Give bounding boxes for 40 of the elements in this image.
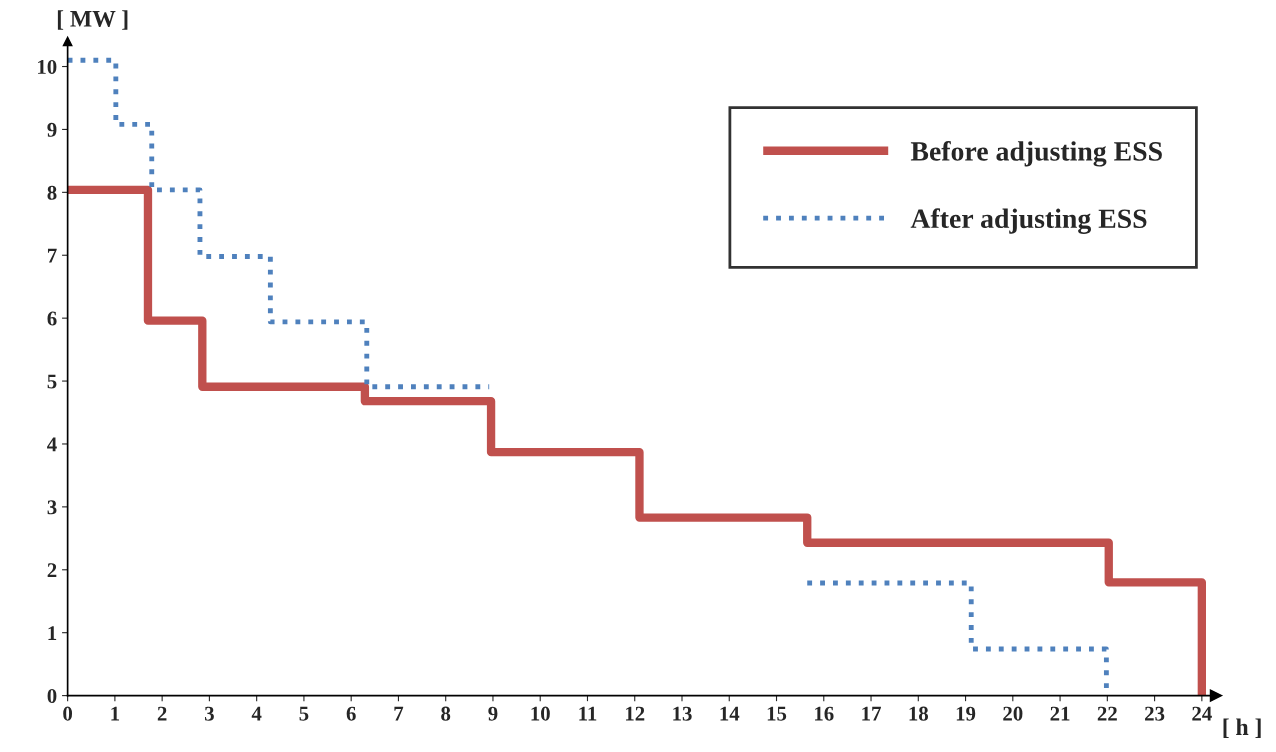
x-tick-label: 0 <box>63 706 73 721</box>
x-tick-label: 22 <box>1097 706 1117 721</box>
x-tick-label: 9 <box>488 706 498 721</box>
x-tick-label: 14 <box>720 706 740 721</box>
x-tick-label: 17 <box>862 706 881 721</box>
x-tick-label: 1 <box>111 706 120 721</box>
x-tick-label: 7 <box>394 706 404 721</box>
y-tick-label: 4 <box>47 437 57 452</box>
x-tick-label: 12 <box>625 706 645 721</box>
y-tick-label: 0 <box>47 688 57 704</box>
y-tick-label: 5 <box>47 374 57 389</box>
x-tick-label: 11 <box>579 706 597 721</box>
y-tick-label: 7 <box>47 248 57 263</box>
x-tick-label: 20 <box>1003 706 1023 721</box>
x-tick-label: 15 <box>767 706 787 721</box>
y-axis-title: [ MW ] <box>57 10 128 30</box>
x-tick-label: 8 <box>441 706 451 721</box>
x-tick-label: 10 <box>531 706 550 721</box>
x-tick-label: 5 <box>299 706 309 721</box>
y-tick-label: 9 <box>47 122 57 137</box>
y-tick-label: 1 <box>48 626 57 640</box>
y-tick-label: 10 <box>38 59 57 74</box>
x-tick-label: 4 <box>251 706 262 721</box>
y-tick-label: 3 <box>47 500 57 515</box>
x-tick-label: 3 <box>204 706 214 721</box>
legend-label: After adjusting ESS <box>910 208 1147 234</box>
x-tick-label: 13 <box>673 706 692 721</box>
y-tick-label: 8 <box>47 185 57 200</box>
x-tick-label: 24 <box>1192 706 1212 721</box>
x-tick-label: 23 <box>1145 706 1165 721</box>
x-tick-label: 19 <box>956 706 976 721</box>
x-tick-label: 18 <box>909 706 929 721</box>
x-tick-label: 6 <box>346 706 356 721</box>
x-axis-title: [ h ] <box>1223 718 1261 739</box>
legend-label: Before adjusting ESS <box>910 140 1162 167</box>
y-tick-label: 6 <box>47 311 57 326</box>
x-tick-label: 2 <box>157 706 167 721</box>
x-tick-label: 16 <box>815 706 834 721</box>
x-tick-label: 21 <box>1050 706 1070 721</box>
y-tick-label: 2 <box>47 563 57 578</box>
